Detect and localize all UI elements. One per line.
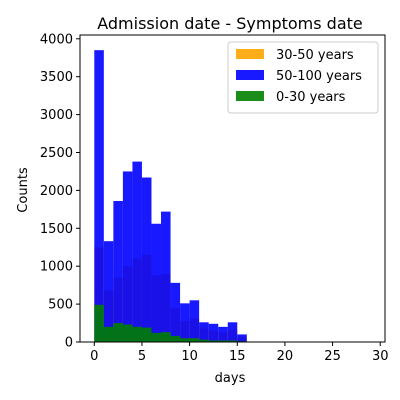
y-tick-label: 2500 [40,146,73,161]
bar-50-100-years-bin-3 [122,171,133,342]
bar-50-100-years-bin-12 [208,323,219,342]
bar-0-30-years-bin-9 [180,338,190,342]
bar-50-100-years-bin-9 [180,303,190,342]
bar-0-30-years-bin-0 [94,304,104,342]
y-axis-title: Counts [16,167,31,213]
legend-swatch-0-30-years [236,91,264,101]
bar-50-100-years-bin-5 [141,177,152,342]
bar-50-100-years-bin-8 [170,282,181,342]
x-axis-title: days [215,371,246,386]
x-tick-label: 10 [181,349,198,364]
bar-50-100-years-bin-10 [189,300,200,342]
legend-swatch-30-50-years [236,49,264,59]
y-tick-label: 3500 [40,70,73,85]
bar-50-100-years-bin-13 [218,326,228,342]
bar-0-30-years-bin-7 [161,332,171,342]
bar-50-100-years-bin-2 [113,201,123,342]
bar-50-100-years-bin-14 [227,322,238,342]
bar-0-30-years-bin-8 [170,335,181,342]
y-tick-label: 500 [48,298,73,313]
bar-0-30-years-bin-5 [141,327,152,342]
y-tick-label: 0 [65,336,73,351]
y-tick-label: 3000 [40,108,73,123]
bar-50-100-years-bin-6 [151,223,162,342]
y-tick-label: 4000 [40,32,73,47]
bar-50-100-years-bin-1 [103,241,114,342]
legend-label-0-30-years: 0-30 years [276,90,346,105]
bar-50-100-years-bin-4 [132,161,142,342]
x-tick-label: 0 [90,349,98,364]
x-tick-label: 5 [138,349,146,364]
legend-label-50-100-years: 50-100 years [276,69,362,84]
legend: 30-50 years 50-100 years 0-30 years [227,41,379,114]
y-tick-label: 1500 [40,222,73,237]
y-tick-label: 2000 [40,184,73,199]
legend-swatch-50-100-years [236,70,264,80]
x-axis: 0 5 10 15 20 25 30 [90,342,389,364]
bar-0-30-years-bin-14 [227,340,238,342]
x-tick-label: 25 [324,349,341,364]
bar-0-30-years-bin-10 [189,338,200,342]
bar-0-30-years-bin-3 [122,324,133,342]
legend-frame [227,41,379,114]
legend-label-30-50-years: 30-50 years [276,48,354,63]
y-tick-label: 1000 [40,260,73,275]
bars-layer [94,50,247,342]
plot-frame [79,34,386,343]
bar-50-100-years-bin-7 [161,211,171,342]
bar-0-30-years-bin-6 [151,332,162,342]
bar-0-30-years-bin-12 [208,340,219,342]
bar-0-30-years-bin-2 [113,323,123,342]
bar-50-100-years-bin-15 [237,334,247,342]
x-tick-label: 20 [277,349,294,364]
x-tick-label: 15 [229,349,246,364]
bar-0-30-years-bin-11 [199,339,209,342]
bar-0-30-years-bin-13 [218,340,228,342]
bar-0-30-years-bin-1 [103,326,114,342]
y-axis: 0 500 1000 1500 2000 2500 3000 3500 4000 [40,32,80,351]
bar-50-100-years-bin-11 [199,322,209,342]
chart-title: Admission date - Symptoms date [97,14,363,33]
x-tick-label: 30 [372,349,389,364]
bar-50-100-years-bin-0 [94,50,104,342]
bar-0-30-years-bin-4 [132,326,142,342]
